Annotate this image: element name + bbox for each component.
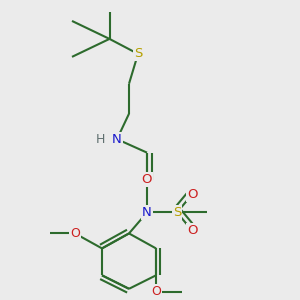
Text: O: O [142,173,152,186]
Text: N: N [112,133,122,146]
Text: O: O [187,188,197,201]
Text: O: O [151,285,161,298]
Text: O: O [187,224,197,237]
Text: H: H [96,133,105,146]
Text: S: S [134,47,142,60]
Text: N: N [142,206,152,219]
Text: S: S [173,206,181,219]
Text: O: O [70,227,80,240]
